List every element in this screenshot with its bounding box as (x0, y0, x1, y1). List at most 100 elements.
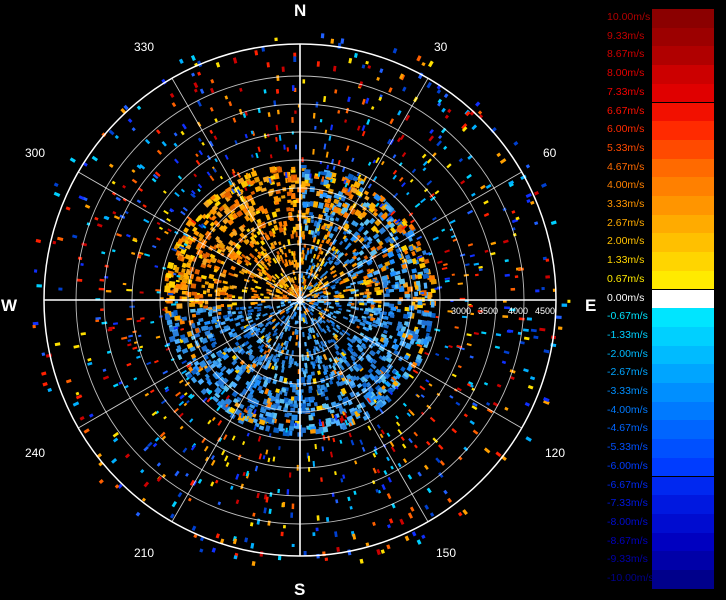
legend-row: 7.33m/s (606, 83, 716, 103)
legend-row: 6.67m/s (606, 102, 716, 122)
legend-label: -0.67m/s (607, 310, 648, 323)
azimuth-line (299, 171, 522, 301)
velocity-legend: 10.00m/s 9.33m/s 8.67m/s 8.00m/s 7.33m/s 6.67… (606, 9, 716, 589)
azimuth-line (78, 299, 301, 429)
legend-swatch (652, 233, 714, 253)
legend-label: -3.33m/s (607, 385, 648, 397)
south-label: S (294, 580, 306, 599)
legend-label: -2.00m/s (607, 347, 648, 360)
legend-row: 8.67m/s (606, 46, 716, 66)
legend-label: -9.33m/s (607, 553, 648, 566)
legend-label: 8.00m/s (607, 67, 645, 80)
legend-swatch (652, 513, 714, 533)
legend-label: 1.33m/s (607, 254, 645, 267)
legend-label: -2.67m/s (607, 366, 648, 379)
legend-label: 2.00m/s (607, 235, 645, 248)
legend-row: -10.00m/s (606, 570, 716, 589)
legend-row: 2.00m/s (606, 233, 716, 253)
legend-swatch (652, 326, 714, 346)
legend-swatch (652, 46, 714, 66)
radar-center (296, 296, 304, 304)
bearing-300-label: 300 (25, 146, 46, 160)
legend-swatch (652, 439, 714, 458)
range-label-3500: 3500 (478, 306, 499, 316)
legend-label: 10.00m/s (607, 11, 651, 23)
legend-swatch (652, 196, 714, 215)
legend-swatch (652, 158, 714, 178)
legend-row: 3.33m/s (606, 196, 716, 215)
legend-swatch (652, 9, 714, 28)
azimuth-line (299, 299, 429, 522)
legend-swatch (652, 401, 714, 421)
legend-swatch (652, 27, 714, 47)
legend-label: 2.67m/s (607, 216, 645, 229)
north-label: N (294, 1, 307, 20)
legend-label: -7.33m/s (607, 497, 648, 510)
azimuth-line (299, 299, 522, 429)
legend-swatch (652, 102, 714, 122)
azimuth-line (171, 299, 301, 522)
legend-label: 3.33m/s (607, 198, 645, 210)
legend-swatch (652, 252, 714, 271)
legend-swatch (652, 214, 714, 234)
legend-label: -4.00m/s (607, 403, 648, 416)
legend-swatch (652, 364, 714, 383)
legend-label: -8.67m/s (607, 534, 648, 547)
bearing-210-label: 210 (134, 546, 155, 560)
radar-plot (32, 33, 571, 567)
legend-label: 4.67m/s (607, 160, 645, 173)
west-label: W (1, 296, 18, 315)
range-grid (43, 43, 557, 557)
legend-row: 6.00m/s (606, 121, 716, 140)
legend-row: -2.67m/s (606, 364, 716, 383)
legend-row: 4.00m/s (606, 177, 716, 196)
legend-swatch (652, 570, 714, 589)
legend-label: -6.67m/s (607, 478, 648, 491)
legend-row: -7.33m/s (606, 495, 716, 514)
azimuth-line (78, 171, 301, 301)
east-label: E (585, 296, 597, 315)
legend-row: 5.33m/s (606, 139, 716, 159)
legend-row: -4.00m/s (606, 401, 716, 421)
legend-label: -10.00m/s (607, 572, 654, 584)
range-label-4000: 4000 (508, 306, 529, 316)
legend-label: -4.67m/s (607, 422, 648, 435)
legend-swatch (652, 551, 714, 570)
legend-row: 1.33m/s (606, 252, 716, 271)
legend-swatch (652, 270, 714, 290)
legend-swatch (652, 495, 714, 514)
legend-label: 6.00m/s (607, 123, 645, 136)
legend-label: -6.00m/s (607, 459, 648, 472)
legend-row: -2.00m/s (606, 345, 716, 365)
legend-row: -5.33m/s (606, 439, 716, 458)
legend-row: -8.00m/s (606, 513, 716, 533)
legend-label: 0.00m/s (607, 291, 645, 304)
legend-row: 4.67m/s (606, 158, 716, 178)
legend-swatch (652, 420, 714, 440)
legend-row: 9.33m/s (606, 27, 716, 47)
legend-row: 0.67m/s (606, 270, 716, 290)
legend-row: -6.00m/s (606, 457, 716, 477)
azimuth-line (299, 78, 429, 301)
legend-row: -1.33m/s (606, 326, 716, 346)
legend-label: 5.33m/s (607, 141, 645, 154)
legend-row: 8.00m/s (606, 65, 716, 84)
legend-row: -8.67m/s (606, 532, 716, 552)
legend-row: -9.33m/s (606, 551, 716, 570)
range-label-3000: 3000 (451, 306, 472, 316)
legend-swatch (652, 289, 714, 309)
legend-swatch (652, 139, 714, 159)
legend-swatch (652, 383, 714, 402)
legend-row: -6.67m/s (606, 476, 716, 496)
legend-swatch (652, 121, 714, 140)
velocity-echoes (32, 33, 571, 567)
legend-label: 7.33m/s (607, 85, 645, 98)
legend-swatch (652, 65, 714, 84)
legend-row: -4.67m/s (606, 420, 716, 440)
legend-swatch (652, 532, 714, 552)
legend-swatch (652, 457, 714, 477)
legend-swatch (652, 476, 714, 496)
bearing-120-label: 120 (545, 446, 566, 460)
legend-label: 4.00m/s (607, 179, 645, 192)
range-label-4500: 4500 (535, 306, 556, 316)
